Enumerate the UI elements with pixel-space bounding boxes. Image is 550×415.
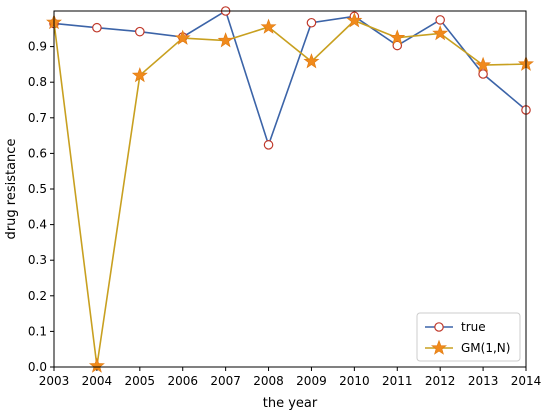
y-axis-label: drug resistance (4, 139, 19, 240)
legend-swatch-marker (431, 339, 447, 355)
y-tick-label: 0.4 (28, 218, 47, 232)
y-tick-label: 0.7 (28, 111, 47, 125)
y-tick-label: 0.0 (28, 360, 47, 374)
data-point (263, 140, 274, 150)
x-tick-label: 2012 (425, 374, 456, 388)
legend-label: GM(1,N) (461, 341, 510, 355)
legend-entry: true (425, 320, 486, 334)
x-tick-label: 2011 (382, 374, 413, 388)
data-point (478, 69, 488, 79)
data-point (88, 357, 105, 373)
y-tick-label: 0.2 (28, 289, 47, 303)
x-tick-label: 2003 (39, 374, 70, 388)
legend: true GM(1,N) (416, 312, 521, 362)
x-tick-label: 2014 (511, 374, 542, 388)
data-point (135, 26, 145, 37)
y-tick-label: 0.8 (28, 75, 47, 89)
plot-frame (53, 10, 527, 368)
series-true (49, 6, 531, 150)
data-point (392, 40, 403, 51)
data-point (303, 53, 320, 69)
y-axis-ticks: 0.0 0.1 0.2 0.3 0.4 0.5 0.6 0.7 0.8 0.9 (28, 40, 54, 374)
series-line (53, 19, 527, 367)
legend-swatch-marker (434, 322, 444, 332)
x-tick-label: 2005 (125, 374, 156, 388)
x-tick-label: 2010 (339, 374, 370, 388)
data-point (432, 25, 449, 41)
data-point (217, 32, 234, 48)
x-tick-label: 2009 (296, 374, 327, 388)
y-tick-label: 0.6 (28, 146, 47, 160)
y-tick-label: 0.1 (28, 324, 47, 338)
legend-items: true GM(1,N) (425, 320, 510, 355)
x-axis-ticks: 2003 2004 2005 2006 2007 2008 2009 2010 2011 2012… (39, 367, 542, 388)
data-point (92, 22, 102, 33)
data-point (306, 17, 317, 28)
data-point (435, 15, 445, 25)
data-point (131, 67, 148, 83)
data-point (260, 18, 277, 34)
data-point (389, 29, 406, 45)
data-point (475, 56, 492, 72)
x-axis-label: the year (263, 396, 318, 411)
x-tick-label: 2008 (253, 374, 284, 388)
legend-entry: GM(1,N) (425, 339, 510, 355)
y-tick-label: 0.3 (28, 253, 47, 267)
y-tick-label: 0.9 (28, 40, 47, 54)
legend-label: true (461, 320, 486, 334)
y-tick-label: 0.5 (28, 182, 47, 196)
data-point (174, 29, 191, 45)
x-tick-label: 2004 (82, 374, 113, 388)
x-tick-label: 2013 (468, 374, 499, 388)
data-point (346, 12, 363, 28)
x-tick-label: 2007 (210, 374, 241, 388)
x-tick-label: 2006 (167, 374, 198, 388)
series-line (53, 9, 527, 148)
